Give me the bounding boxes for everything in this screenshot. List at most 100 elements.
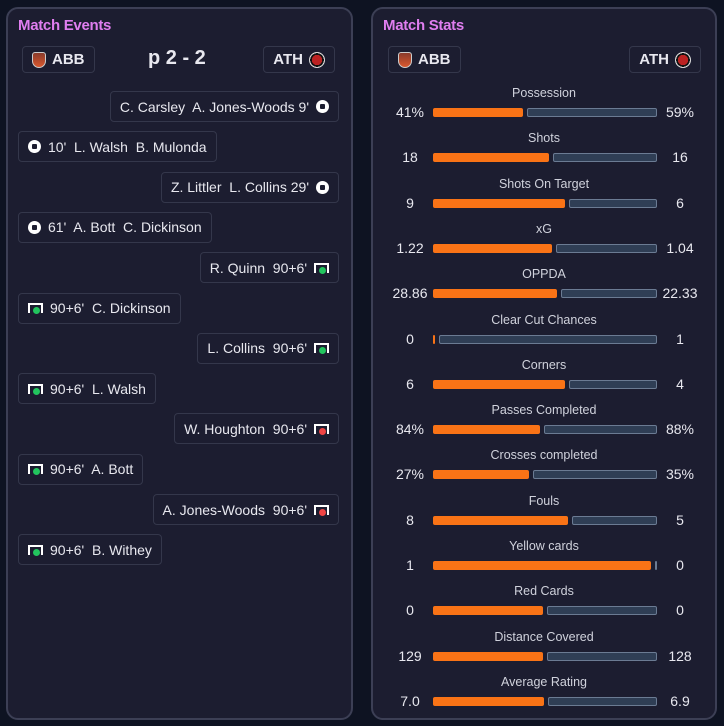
penalty-scored-icon [314,262,329,274]
stat-label: OPPDA [522,267,566,282]
event-item: W. Houghton 90+6' [174,413,339,445]
stat-bar [433,379,657,389]
goal-ball-icon [28,140,41,154]
event-text: Z. Littler L. Collins 29' [170,179,309,196]
away-value: 0 [676,557,684,573]
stat-bar [433,470,657,480]
event-item: 10' L. Walsh B. Mulonda [18,131,217,163]
goal-ball-icon [316,180,329,194]
event-item: 61' A. Bott C. Dickinson [18,211,212,243]
penalty-scored-icon [28,383,43,395]
away-bar-fill [561,289,657,299]
away-bar-fill [547,606,657,616]
away-bar-fill [655,561,657,570]
away-value: 1 [676,330,684,347]
stat-label: Distance Covered [494,629,594,644]
stat-label: Corners [521,357,567,372]
stat-label: xG [536,221,552,236]
event-item: Z. Littler L. Collins 29' [160,171,339,203]
stat-label: Fouls [528,493,560,508]
stat-label: Passes Completed [491,403,597,418]
home-value: 8 [406,511,414,528]
home-bar-fill [433,198,565,208]
away-value: 16 [672,149,688,166]
event-item: L. Collins 90+6' [197,332,339,364]
stat-row: Crosses completed 27% 35% [373,448,715,493]
ath-crest-icon [675,51,691,68]
event-item: 90+6' C. Dickinson [18,292,181,324]
event-item: R. Quinn 90+6' [199,252,339,284]
event-text: 90+6' C. Dickinson [50,300,171,316]
away-bar-fill [555,243,657,253]
event-text: 10' L. Walsh B. Mulonda [48,138,207,155]
abb-crest-icon [32,51,46,68]
stat-bar [433,606,657,616]
stat-bar [433,696,657,706]
goal-ball-icon [28,220,41,234]
away-value: 4 [676,375,684,392]
penalty-missed-icon [314,423,329,435]
event-text: A. Jones-Woods 90+6' [162,501,307,518]
stat-bar [433,153,657,163]
stat-bar [433,289,657,299]
away-team-name: ATH [273,51,303,68]
stat-bar [433,561,657,570]
home-bar-fill [433,334,435,344]
away-team-badge: ATH [263,46,335,73]
stat-label: Crosses completed [490,448,598,463]
home-bar-fill [433,289,558,299]
home-team-name: ABB [418,51,451,68]
home-bar-fill [433,606,543,616]
ath-crest-icon [309,51,325,68]
stat-bar [433,334,657,344]
stat-label: Possession [512,86,576,100]
stat-bar [433,515,657,525]
penalty-scored-icon [28,464,43,476]
stat-bar [433,651,657,661]
panel-title: Match Stats [383,17,464,34]
stat-row: Passes Completed 84% 88% [373,403,715,448]
home-value: 129 [398,647,422,664]
stat-bar [433,425,657,435]
stat-row: OPPDA 28.86 22.33 [373,267,715,312]
event-text: C. Carsley A. Jones-Woods 9' [119,98,309,115]
stat-label: Average Rating [501,674,587,689]
away-value: 59% [665,104,695,120]
home-value: 9 [406,194,414,211]
event-item: 90+6' L. Walsh [18,373,156,405]
away-bar-fill [572,515,657,525]
home-value: 84% [395,421,425,438]
away-value: 128 [668,647,692,664]
penalty-scored-icon [314,343,329,355]
home-bar-fill [433,515,569,525]
home-team-badge: ABB [22,46,95,73]
stat-row: xG 1.22 1.04 [373,222,715,267]
away-bar-fill [527,108,657,117]
home-bar-fill [433,651,544,661]
penalty-scored-icon [28,303,43,314]
home-value: 18 [402,149,418,166]
away-value: 6 [676,194,684,211]
home-bar-fill [433,470,529,480]
away-bar-fill [569,198,657,208]
event-text: R. Quinn 90+6' [209,259,307,276]
stat-bar [433,243,657,253]
away-value: 5 [676,511,684,528]
stat-bar [433,108,657,117]
stat-label: Shots [528,131,560,146]
home-value: 28.86 [392,285,428,302]
stat-row: Average Rating 7.0 6.9 [373,675,715,720]
penalty-scored-icon [28,544,43,556]
away-bar-fill [544,425,657,435]
stat-row: Possession 41% 59% [373,86,715,131]
home-bar-fill [433,153,550,163]
home-value: 27% [395,466,425,483]
away-value: 0 [676,602,684,619]
stat-label: Clear Cut Chances [491,312,597,327]
away-bar-fill [547,696,657,706]
home-value: 1.22 [396,239,424,256]
stat-label: Red Cards [514,584,574,599]
away-team-name: ATH [639,51,669,68]
home-value: 6 [406,375,414,392]
stat-label: Yellow cards [509,539,579,553]
